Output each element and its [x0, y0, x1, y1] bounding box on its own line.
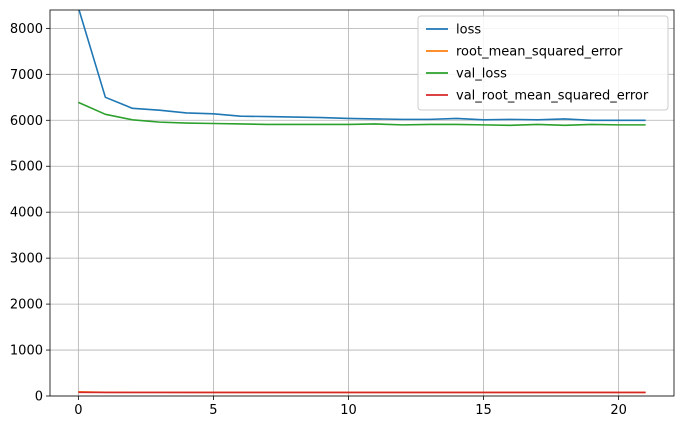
axis-ticks: 0 5 10 15 20 0 1000 2000 3000 4000 5000 6000 7000 800… — [10, 22, 627, 418]
series-lines — [78, 10, 646, 394]
y-tick-label: 1000 — [10, 344, 43, 359]
y-tick-label: 2000 — [10, 298, 43, 313]
y-tick-label: 8000 — [10, 22, 43, 37]
y-tick-label: 0 — [35, 390, 43, 405]
x-tick-label: 20 — [610, 403, 627, 418]
legend: loss root_mean_squared_error val_loss val_r… — [417, 15, 669, 111]
y-tick-label: 3000 — [10, 252, 43, 267]
legend-label-val-root-mean-squared-error: val_root_mean_squared_error — [456, 89, 649, 104]
x-tick-label: 10 — [340, 403, 357, 418]
legend-label-val-loss: val_loss — [456, 67, 507, 82]
x-tick-label: 15 — [475, 403, 492, 418]
legend-label-root-mean-squared-error: root_mean_squared_error — [456, 45, 623, 60]
y-tick-label: 4000 — [10, 206, 43, 221]
y-tick-label: 5000 — [10, 160, 43, 175]
plot-frame — [49, 9, 675, 397]
x-tick-label: 0 — [74, 403, 82, 418]
legend-frame — [417, 15, 669, 111]
y-tick-label: 7000 — [10, 68, 43, 83]
x-tick-label: 5 — [209, 403, 217, 418]
y-tick-label: 6000 — [10, 114, 43, 129]
series-line-val-loss — [78, 101, 646, 127]
series-line-loss — [78, 10, 646, 122]
legend-label-loss: loss — [456, 23, 481, 38]
